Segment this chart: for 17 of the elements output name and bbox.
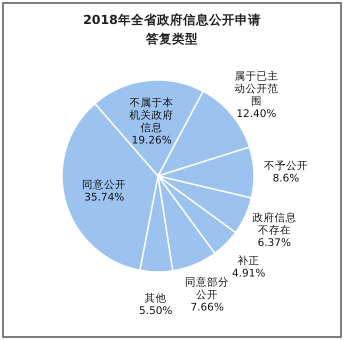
slice-label: 属于已主动公开范围 xyxy=(234,69,278,108)
slice-label: 不予公开 xyxy=(264,160,308,172)
slice-label: 同意公开 xyxy=(82,178,126,192)
data-label: 6.37% xyxy=(258,236,292,249)
slice-label: 补正 xyxy=(238,254,260,268)
slice-label: 同意部分公开 xyxy=(185,276,230,302)
data-label: 35.74% xyxy=(84,192,124,204)
slice-label: 不属于本机关政府信息 xyxy=(130,96,174,134)
data-label: 7.66% xyxy=(190,302,224,314)
chart-title: 2018年全省政府信息公开申请答复类型 xyxy=(83,12,261,46)
slice-label: 政府信息不存在 xyxy=(252,210,296,236)
data-label: 5.50% xyxy=(139,305,172,318)
data-label: 8.6% xyxy=(272,172,300,184)
data-label: 4.91% xyxy=(232,268,266,280)
slice-label: 其他 xyxy=(144,292,167,305)
data-label: 19.26% xyxy=(132,134,172,146)
data-label: 12.40% xyxy=(236,108,276,120)
